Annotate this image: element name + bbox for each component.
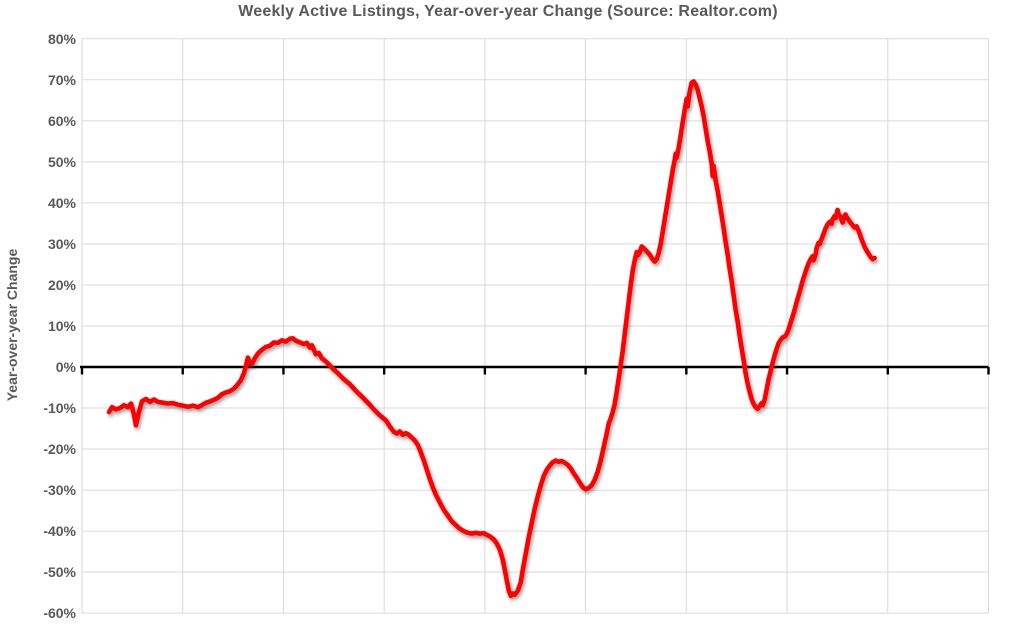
y-tick-label: 50% — [48, 154, 77, 170]
y-tick-label: -20% — [43, 441, 76, 457]
y-tick-label: 60% — [48, 113, 77, 129]
y-tick-label: 0% — [56, 359, 77, 375]
y-tick-label: -60% — [43, 605, 76, 621]
y-tick-label: 10% — [48, 318, 77, 334]
y-tick-label: 30% — [48, 236, 77, 252]
y-tick-label: -50% — [43, 564, 76, 580]
yoy-line — [106, 79, 877, 599]
y-tick-label: 40% — [48, 195, 77, 211]
y-tick-label: 80% — [48, 31, 77, 47]
y-tick-label: -40% — [43, 523, 76, 539]
y-tick-label: -30% — [43, 482, 76, 498]
y-tick-label: 20% — [48, 277, 77, 293]
y-tick-label: -10% — [43, 400, 76, 416]
chart-title: Weekly Active Listings, Year-over-year C… — [238, 3, 778, 20]
y-tick-label: 70% — [48, 72, 77, 88]
